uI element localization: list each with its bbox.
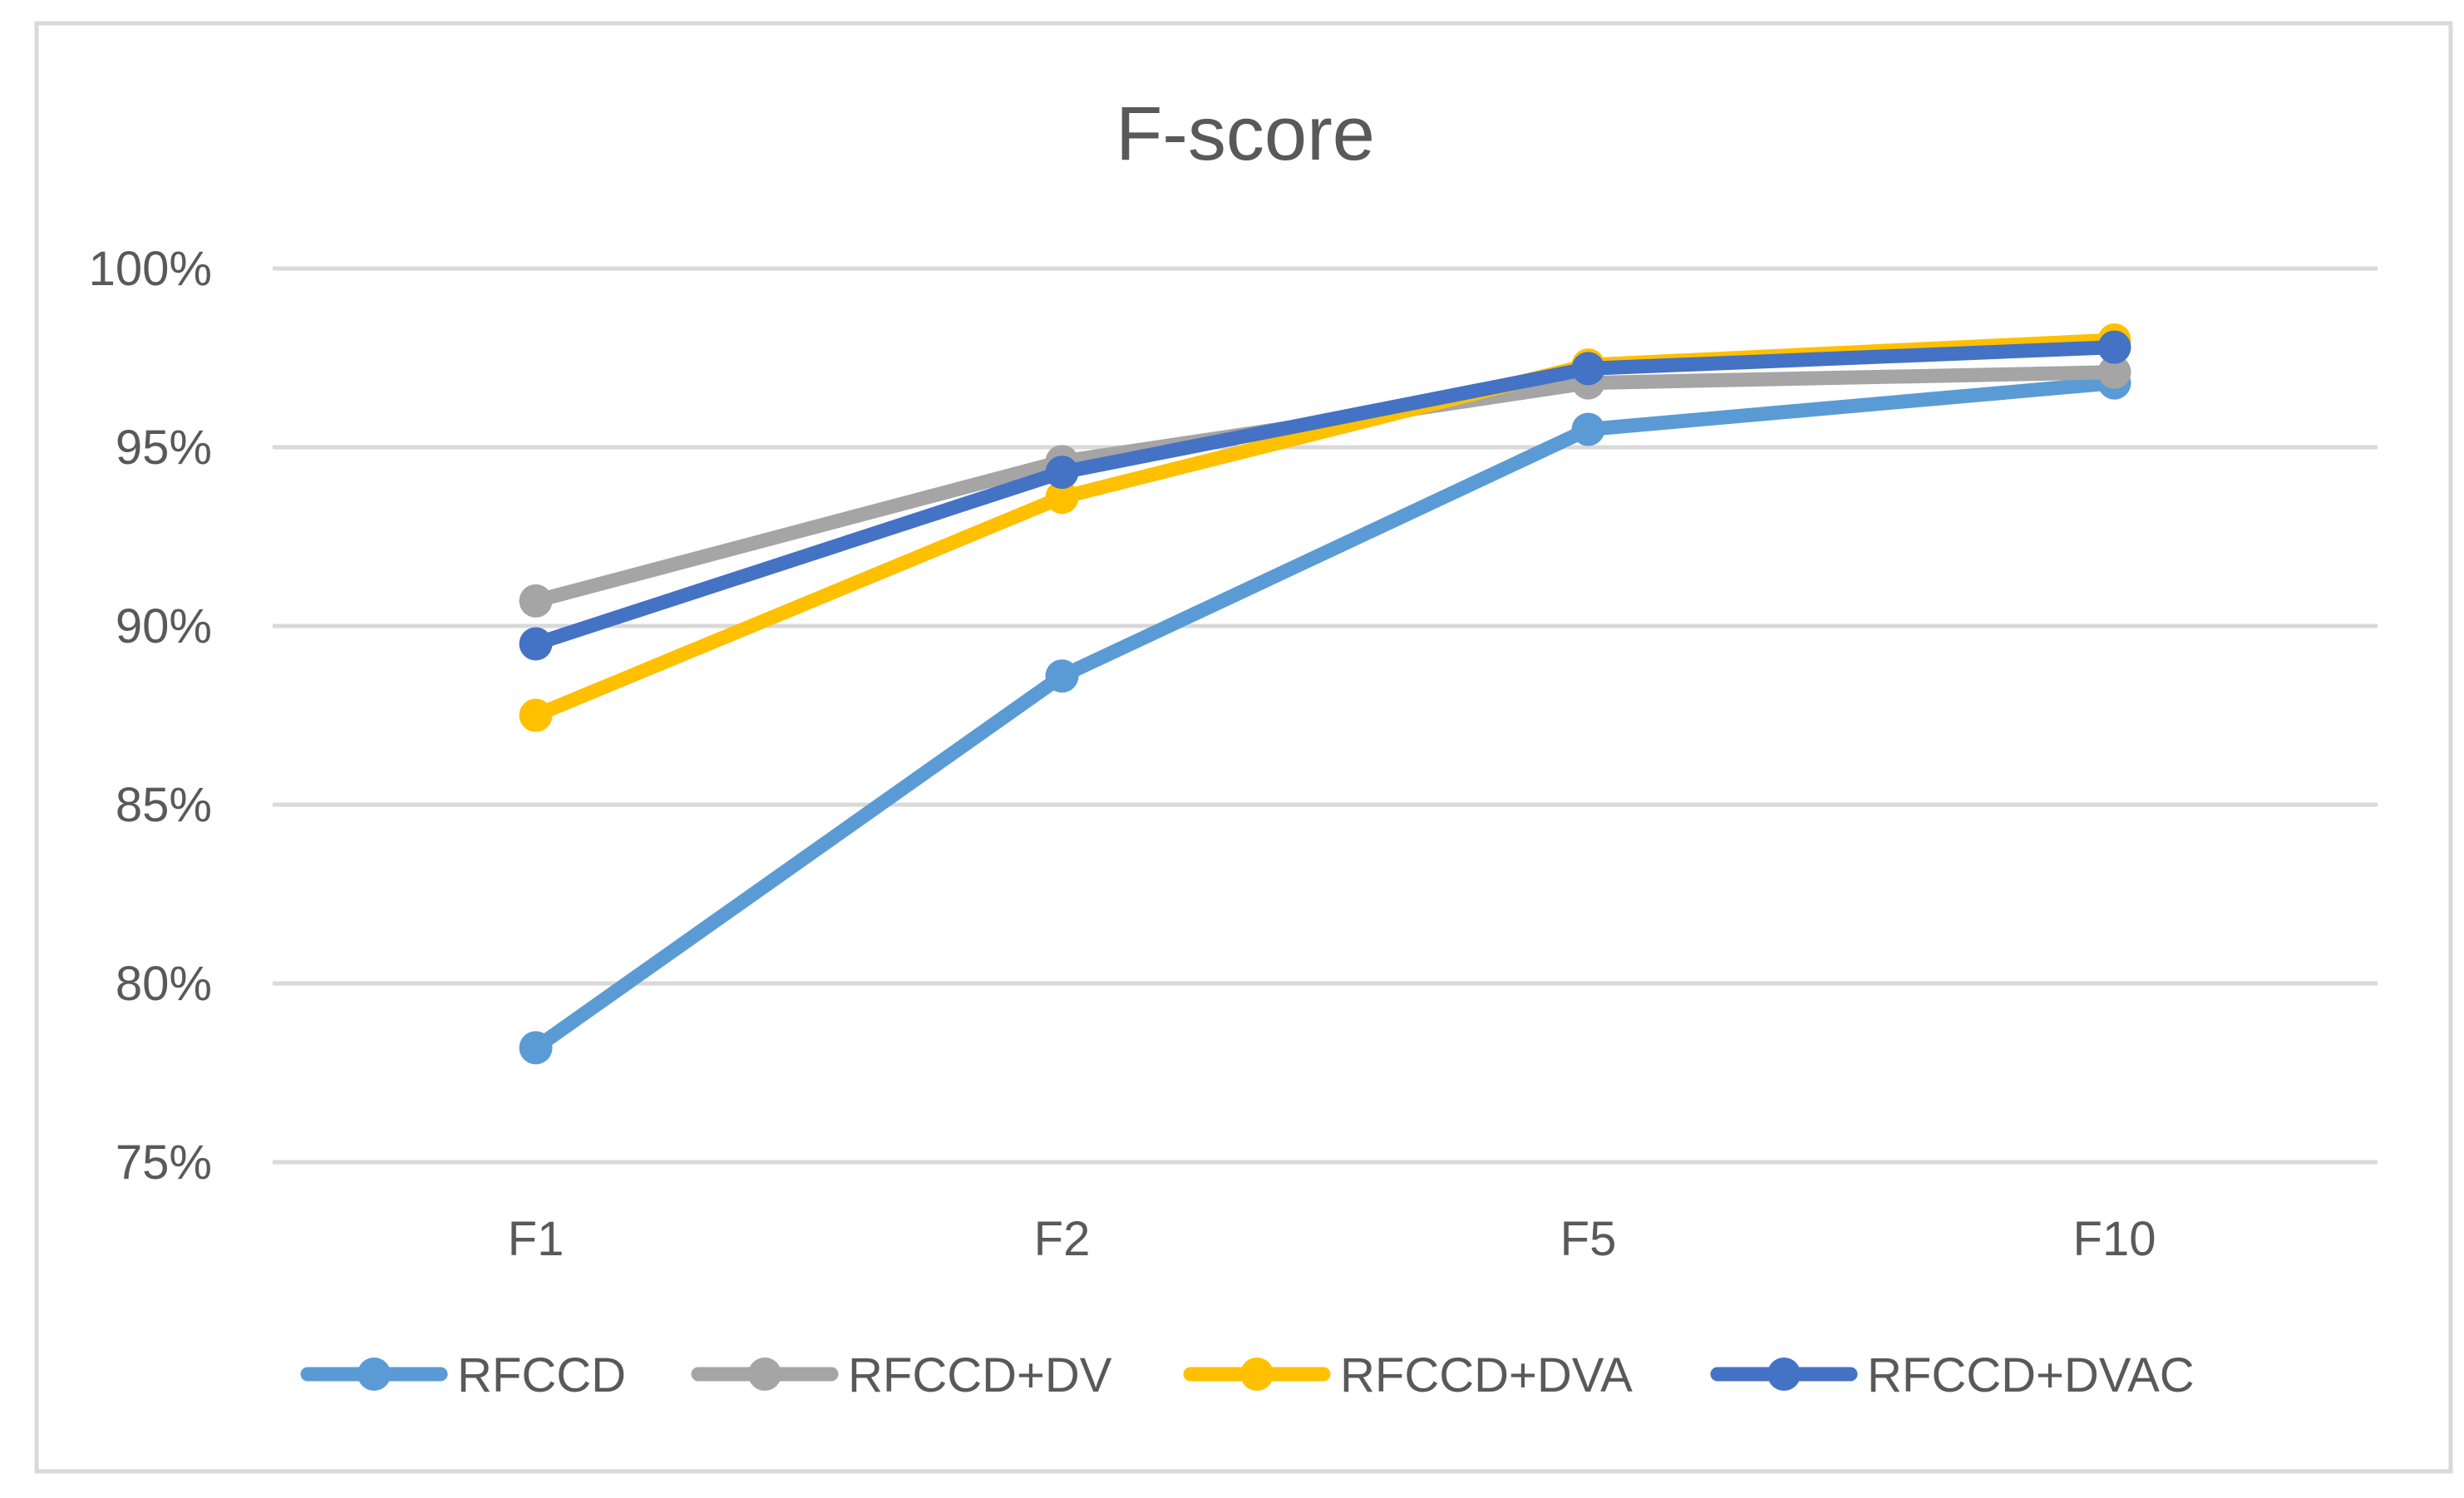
- legend-item: RFCCD+DVA: [1183, 1348, 1633, 1402]
- legend-swatch-marker: [1240, 1358, 1274, 1391]
- data-point: [1571, 412, 1605, 446]
- x-tick-label: F5: [1560, 1212, 1617, 1266]
- data-point: [519, 627, 553, 661]
- data-point: [519, 1031, 553, 1065]
- legend-label: RFCCD+DVAC: [1867, 1348, 2195, 1402]
- y-tick-label: 95%: [116, 421, 212, 475]
- legend-swatch-marker: [1767, 1358, 1801, 1391]
- data-point: [1045, 456, 1079, 490]
- legend-label: RFCCD: [457, 1348, 626, 1402]
- series-line: [529, 376, 2122, 1055]
- series-layer: [519, 323, 2131, 1065]
- x-tick-label: F10: [2073, 1212, 2156, 1266]
- legend-label: RFCCD+DV: [848, 1348, 1112, 1402]
- data-point: [1045, 480, 1079, 515]
- y-tick-label: 100%: [89, 242, 212, 296]
- legend-item: RFCCD: [300, 1348, 626, 1402]
- chart-title: F-score: [1116, 91, 1375, 176]
- legend-swatch-marker: [357, 1358, 391, 1391]
- data-point: [519, 584, 553, 618]
- legend-swatch-marker: [748, 1358, 781, 1391]
- y-tick-label: 75%: [116, 1136, 212, 1190]
- data-point: [519, 698, 553, 732]
- y-tick-label: 85%: [116, 778, 212, 832]
- x-tick-label: F2: [1034, 1212, 1091, 1266]
- series-line: [529, 340, 2122, 651]
- legend-item: RFCCD+DV: [691, 1348, 1112, 1402]
- data-point: [2097, 330, 2131, 364]
- series-rfccd-dvac: [519, 330, 2131, 661]
- y-tick-label: 90%: [116, 599, 212, 653]
- chart-border: [34, 21, 2453, 1474]
- x-tick-label: F1: [508, 1212, 564, 1266]
- data-point: [1571, 352, 1605, 386]
- legend-label: RFCCD+DVA: [1340, 1348, 1633, 1402]
- legend: RFCCD RFCCD+DV RFCCD+DVA RFCCD+DVAC: [300, 1348, 2195, 1402]
- data-point: [1045, 659, 1079, 693]
- x-axis-tick-labels: F1 F2 F5 F10: [508, 1212, 2156, 1266]
- y-axis-tick-labels: 75% 80% 85% 90% 95% 100%: [89, 242, 212, 1190]
- legend-item: RFCCD+DVAC: [1710, 1348, 2195, 1402]
- data-point: [2097, 355, 2131, 389]
- y-tick-label: 80%: [116, 957, 212, 1011]
